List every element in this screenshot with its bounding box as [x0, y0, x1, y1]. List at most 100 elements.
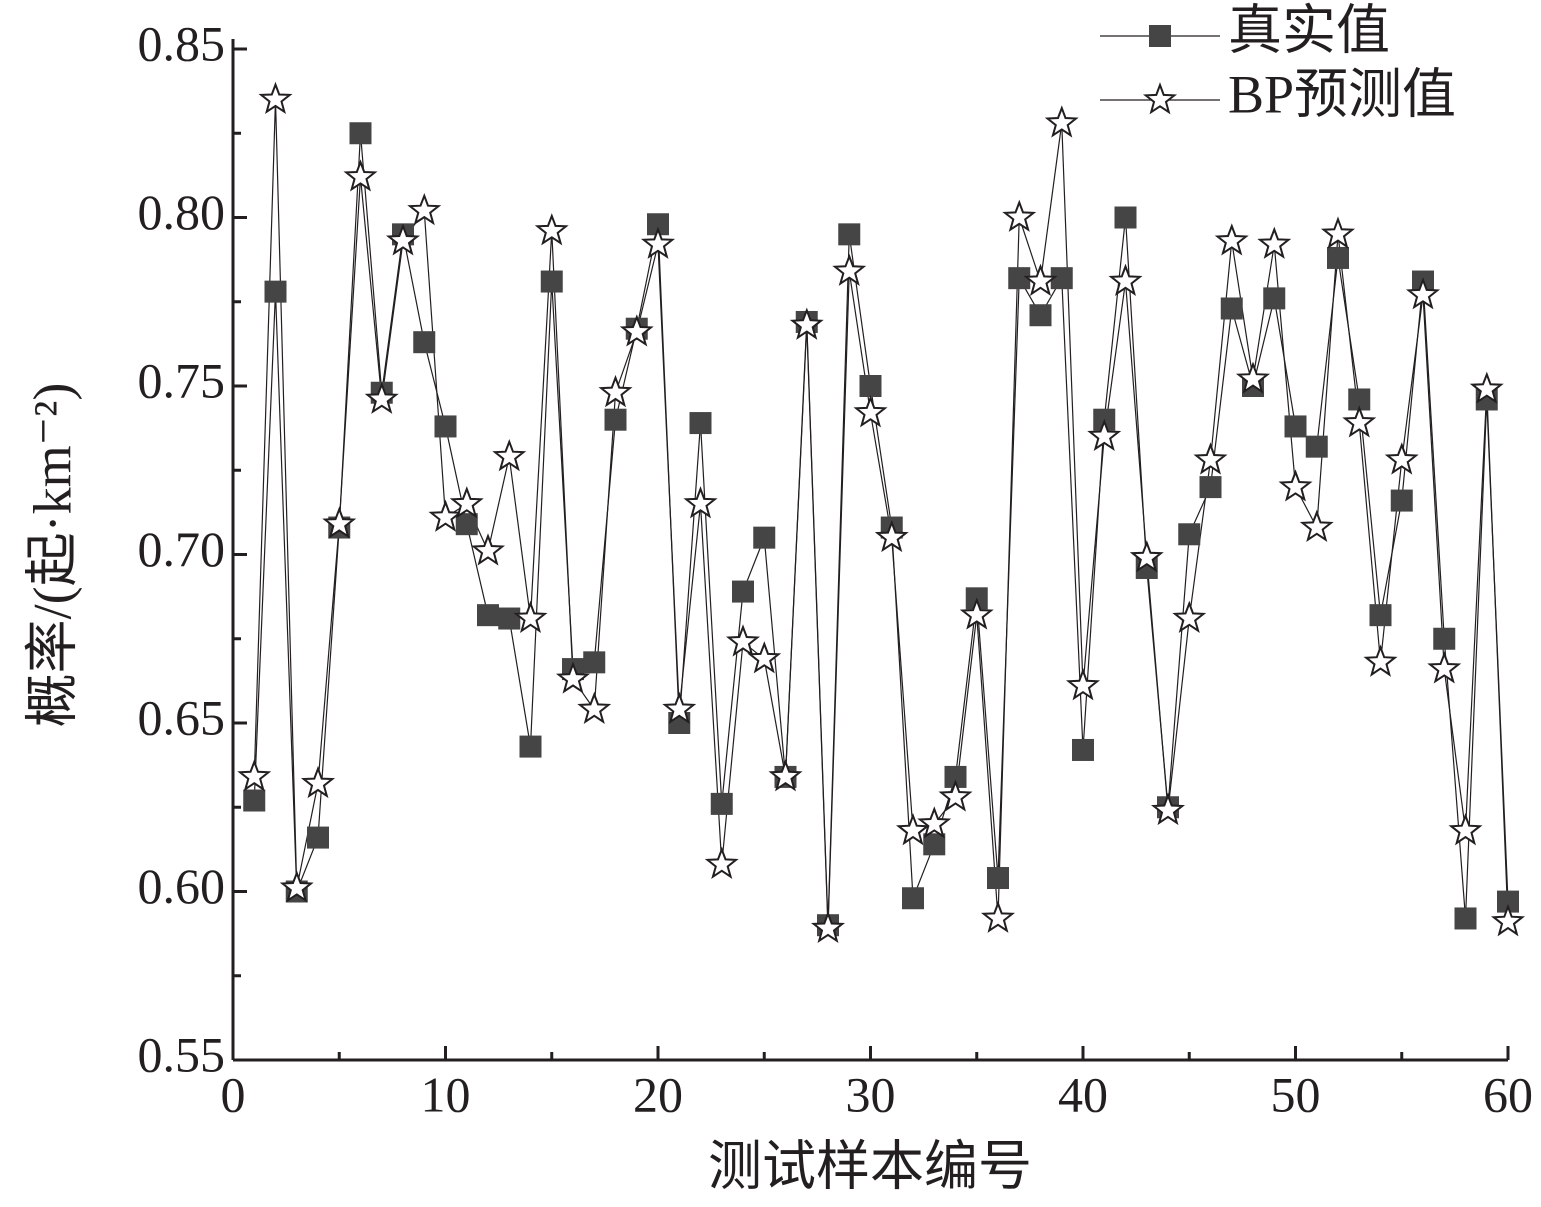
- data-point: [307, 826, 329, 849]
- data-point: [987, 867, 1009, 890]
- x-tick-label: 10: [421, 1066, 471, 1122]
- x-tick-label: 60: [1483, 1066, 1533, 1122]
- x-tick-label: 50: [1271, 1066, 1321, 1122]
- data-point: [1008, 267, 1031, 290]
- y-tick-label: 0.55: [138, 1026, 226, 1082]
- data-point: [349, 122, 372, 145]
- x-tick-label: 30: [846, 1066, 896, 1122]
- data-point: [264, 280, 287, 303]
- data-point: [598, 374, 633, 408]
- y-axis-title: 概率/(起·km⁻²): [22, 383, 82, 728]
- data-point: [1490, 903, 1526, 937]
- data-point: [1320, 216, 1356, 249]
- data-point: [1172, 600, 1207, 634]
- data-point: [725, 624, 761, 657]
- data-point: [859, 375, 882, 397]
- data-point: [1072, 738, 1094, 761]
- data-point: [853, 395, 888, 428]
- data-point: [662, 691, 697, 725]
- data-point: [1363, 644, 1398, 677]
- data-point: [923, 833, 946, 856]
- data-point: [407, 192, 442, 226]
- data-point: [364, 381, 399, 414]
- data-point: [1023, 263, 1058, 297]
- data-point: [1029, 304, 1052, 327]
- data-point: [413, 331, 436, 354]
- y-tick-label: 0.85: [138, 15, 226, 71]
- data-point: [1214, 223, 1249, 256]
- data-point: [513, 600, 548, 634]
- data-point: [874, 519, 909, 553]
- data-point: [1235, 361, 1271, 394]
- data-point: [322, 506, 357, 539]
- data-point: [1305, 435, 1328, 458]
- data-point: [300, 765, 336, 799]
- data-point: [895, 812, 931, 846]
- data-point: [258, 81, 293, 114]
- data-point: [810, 910, 846, 943]
- data-point: [498, 607, 521, 630]
- data-point: [647, 213, 669, 236]
- data-point: [640, 226, 676, 259]
- data-point: [1199, 476, 1222, 499]
- data-point: [455, 513, 478, 536]
- data-point: [683, 486, 718, 519]
- data-point: [768, 759, 803, 792]
- data-point: [1193, 442, 1228, 475]
- x-tick-label: 20: [633, 1066, 683, 1122]
- legend-marker: [1149, 25, 1171, 47]
- data-point: [710, 792, 733, 815]
- data-point: [519, 735, 542, 758]
- data-point: [838, 223, 861, 246]
- data-point: [534, 213, 569, 246]
- y-tick-label: 0.60: [138, 858, 226, 914]
- y-tick-label: 0.75: [138, 352, 226, 408]
- x-tick-label: 0: [221, 1066, 246, 1122]
- data-point: [1263, 287, 1286, 310]
- data-point: [385, 223, 421, 256]
- data-point: [1469, 371, 1504, 404]
- data-point: [1065, 668, 1101, 701]
- data-point: [434, 415, 457, 438]
- data-point: [980, 900, 1016, 933]
- data-point: [704, 846, 739, 880]
- data-point: [237, 759, 272, 792]
- data-point: [689, 412, 712, 435]
- data-point: [428, 499, 463, 532]
- y-tick-label: 0.65: [138, 689, 226, 745]
- data-point: [470, 533, 506, 566]
- data-point: [1284, 415, 1307, 438]
- legend-label: 真实值: [1228, 0, 1390, 60]
- data-point: [1114, 206, 1137, 229]
- data-point: [832, 253, 867, 286]
- data-point: [492, 438, 527, 472]
- data-point: [1129, 540, 1164, 573]
- data-point: [1454, 907, 1477, 930]
- data-point: [1257, 226, 1292, 259]
- data-point: [583, 651, 606, 674]
- data-point: [477, 604, 499, 627]
- data-point: [1448, 812, 1483, 846]
- data-point: [343, 159, 378, 192]
- data-point: [1342, 405, 1377, 438]
- data-point: [1108, 263, 1143, 297]
- data-point: [1050, 267, 1073, 290]
- data-point: [1497, 890, 1519, 913]
- legend-marker: [1142, 82, 1178, 115]
- data-point: [1405, 277, 1441, 310]
- data-point: [1384, 442, 1419, 475]
- data-point: [1220, 297, 1243, 320]
- data-point: [1348, 388, 1371, 411]
- data-point: [1369, 604, 1392, 627]
- data-point: [1327, 246, 1349, 269]
- data-point: [753, 526, 776, 549]
- data-point: [1299, 509, 1334, 543]
- data-point: [938, 779, 973, 812]
- data-point: [449, 486, 484, 519]
- data-point: [732, 580, 754, 603]
- data-point: [577, 691, 612, 725]
- data-point: [1433, 627, 1456, 650]
- data-point: [619, 314, 654, 347]
- data-point: [1044, 105, 1079, 138]
